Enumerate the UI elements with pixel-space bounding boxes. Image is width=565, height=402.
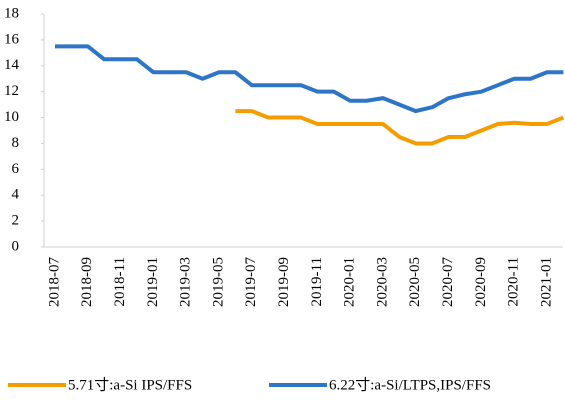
x-tick-label: 2019-03 (178, 257, 194, 307)
x-tick-label: 2020-01 (342, 257, 358, 307)
y-tick-label: 6 (12, 161, 20, 177)
y-tick-label: 4 (12, 187, 20, 203)
legend-label: 6.22寸:a-Si/LTPS,IPS/FFS (329, 376, 491, 393)
x-tick-label: 2020-07 (440, 257, 456, 307)
legend-label: 5.71寸:a-Si IPS/FFS (68, 376, 192, 393)
x-tick-label: 2020-09 (473, 257, 489, 307)
x-tick-label: 2020-05 (407, 257, 423, 307)
y-tick-label: 10 (4, 109, 19, 125)
x-tick-label: 2019-01 (145, 257, 161, 307)
y-tick-label: 16 (4, 31, 20, 47)
y-tick-label: 18 (4, 5, 19, 21)
x-tick-label: 2019-07 (243, 257, 259, 307)
series-line (235, 109, 565, 146)
x-tick-label: 2018-11 (112, 257, 128, 306)
x-tick-label: 2021-01 (538, 257, 554, 307)
x-tick-label: 2019-11 (309, 257, 325, 306)
x-tick-label: 2018-07 (46, 257, 62, 307)
x-tick-label: 2018-09 (79, 257, 95, 307)
y-tick-label: 0 (12, 238, 20, 254)
series-line (55, 44, 564, 114)
y-tick-label: 2 (12, 213, 20, 229)
y-tick-label: 8 (12, 135, 20, 151)
x-tick-label: 2019-05 (210, 257, 226, 307)
x-tick-label: 2020-11 (506, 257, 522, 306)
y-tick-label: 12 (4, 83, 19, 99)
x-tick-label: 2020-03 (374, 257, 390, 307)
y-tick-label: 14 (4, 57, 20, 73)
x-tick-label: 2019-09 (276, 257, 292, 307)
